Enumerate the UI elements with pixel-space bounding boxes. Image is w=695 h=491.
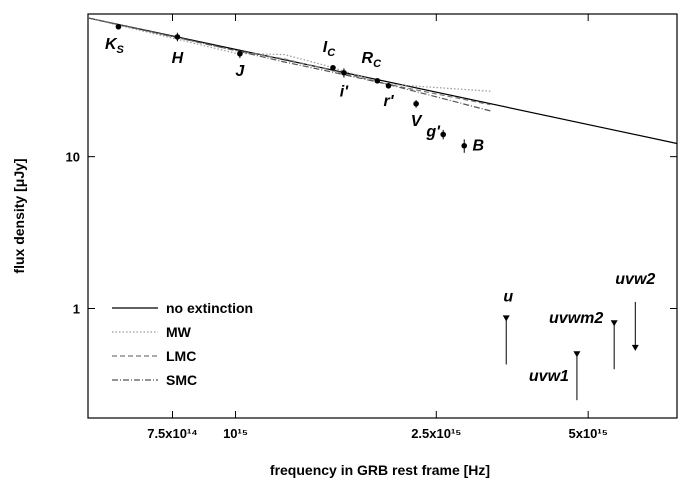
point-label-text: r' xyxy=(383,93,394,110)
x-tick-label: 2.5x10¹⁵ xyxy=(411,426,461,441)
limit-label: uvwm2 xyxy=(549,310,603,327)
point-label-text: g' xyxy=(425,123,441,140)
upper-limit xyxy=(631,344,639,351)
point-label: g' xyxy=(425,123,441,140)
point-label-text: i' xyxy=(340,84,349,101)
y-tick-label: 10 xyxy=(66,150,80,165)
point-label-sub: C xyxy=(373,58,382,70)
point-label-text: R xyxy=(362,50,374,67)
legend-label: MW xyxy=(166,324,192,340)
upper-limit xyxy=(502,315,510,322)
data-point xyxy=(174,34,181,40)
data-point xyxy=(115,23,122,30)
point-label: B xyxy=(472,138,484,155)
x-tick-label: 10¹⁵ xyxy=(223,426,248,441)
data-point xyxy=(440,131,446,138)
legend-label: no extinction xyxy=(166,300,253,316)
x-axis-label: frequency in GRB rest frame [Hz] xyxy=(270,462,490,478)
point-label-text: K xyxy=(105,36,118,53)
model-line xyxy=(87,17,491,106)
point-label: H xyxy=(172,50,184,67)
x-tick-label: 7.5x10¹⁴ xyxy=(147,426,198,441)
y-axis-label: flux density [μJy] xyxy=(11,158,27,273)
x-tick-label: 5x10¹⁵ xyxy=(568,426,607,441)
point-label: RC xyxy=(362,50,383,70)
point-label-text: V xyxy=(411,113,423,130)
data-point xyxy=(341,69,347,76)
point-label-text: B xyxy=(472,138,484,155)
data-point xyxy=(461,142,468,149)
legend-label: SMC xyxy=(166,372,197,388)
model-line xyxy=(87,17,491,92)
point-label: J xyxy=(235,63,245,80)
model-line xyxy=(87,17,491,112)
upper-limit xyxy=(610,320,618,327)
point-label-text: H xyxy=(172,50,184,67)
point-label-text: J xyxy=(235,63,245,80)
point-label: KS xyxy=(105,36,125,56)
point-label-sub: C xyxy=(327,47,336,59)
point-label: IC xyxy=(323,39,336,59)
y-tick-label: 1 xyxy=(73,301,80,316)
data-point xyxy=(385,82,392,89)
limit-label: uvw1 xyxy=(529,368,569,385)
legend-label: LMC xyxy=(166,348,196,364)
point-label-sub: S xyxy=(117,44,125,56)
point-label: V xyxy=(411,113,423,130)
data-point xyxy=(330,64,336,71)
limit-label: uvw2 xyxy=(615,271,655,288)
data-point xyxy=(237,50,243,57)
data-point xyxy=(374,77,381,84)
model-line xyxy=(87,17,678,145)
point-label: r' xyxy=(383,93,394,110)
upper-limit xyxy=(573,351,581,358)
limit-label: u xyxy=(503,288,513,305)
plot-frame xyxy=(87,13,678,419)
data-point xyxy=(413,100,419,107)
point-label: i' xyxy=(340,84,349,101)
point-label-text: I xyxy=(323,39,328,56)
